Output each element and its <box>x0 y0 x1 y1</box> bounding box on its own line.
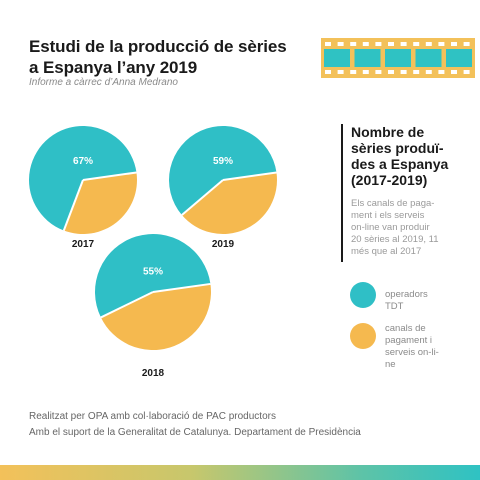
pie-separator <box>100 291 154 319</box>
pie-value-label: 67% <box>73 156 93 167</box>
pie-2019: 59% 2019 <box>169 125 277 250</box>
pie-separator <box>181 179 224 216</box>
film-frame <box>385 49 411 67</box>
film-hole <box>375 42 382 46</box>
pie-separator <box>62 179 84 231</box>
film-hole <box>362 42 369 46</box>
pie-slice-tdt <box>169 125 277 215</box>
film-hole <box>350 42 357 46</box>
film-hole <box>350 70 357 74</box>
film-hole <box>451 70 457 74</box>
side-accent-bar <box>341 124 343 262</box>
legend-swatch-tdt <box>350 282 376 308</box>
film-hole <box>388 70 394 74</box>
film-hole <box>438 70 445 74</box>
film-hole <box>463 42 470 46</box>
film-hole <box>400 70 407 74</box>
legend-swatch-pay <box>350 323 376 349</box>
pie-slice-tdt <box>95 234 211 318</box>
film-hole <box>362 70 369 74</box>
film-hole <box>451 42 457 46</box>
film-hole <box>375 70 382 74</box>
pie-slice-tdt <box>29 125 137 231</box>
pie-separator <box>152 282 211 293</box>
gradient-bar <box>0 465 480 480</box>
film-hole <box>463 70 470 74</box>
pie-slice-pay <box>100 283 212 350</box>
film-hole <box>388 42 394 46</box>
pie-slice-pay <box>63 172 138 234</box>
film-frame <box>415 49 442 67</box>
pie-year-label: 2017 <box>72 239 95 250</box>
film-hole <box>413 70 420 74</box>
film-frame <box>324 49 350 67</box>
pie-2018: 55% 2018 <box>95 234 212 379</box>
film-hole <box>337 70 344 74</box>
film-hole <box>425 70 432 74</box>
film-hole <box>337 42 344 46</box>
film-strip-icon <box>321 38 475 78</box>
pie-slice-pay <box>181 172 277 234</box>
page-title: Estudi de la producció de sèries a Espan… <box>29 37 287 77</box>
footer-line-2: Amb el suport de la Generalitat de Catal… <box>29 427 361 438</box>
pie-year-label: 2018 <box>142 368 165 379</box>
pie-separator <box>222 171 277 181</box>
side-description: Els canals de paga- ment i els serveis o… <box>351 198 439 257</box>
film-hole <box>400 42 407 46</box>
footer-line-1: Realitzat per OPA amb col·laboració de P… <box>29 411 276 422</box>
pie-value-label: 55% <box>143 267 163 278</box>
side-title: Nombre de sèries produï- des a Espanya (… <box>351 124 449 188</box>
film-hole <box>325 70 331 74</box>
film-hole <box>438 42 445 46</box>
pie-2017: 67% 2017 <box>29 125 138 250</box>
film-hole <box>413 42 420 46</box>
film-frame <box>446 49 472 67</box>
legend-label-pay: canals de pagament i serveis on-li- ne <box>385 323 439 370</box>
pie-separator <box>82 171 137 181</box>
pie-value-label: 59% <box>213 156 233 167</box>
film-hole <box>325 42 331 46</box>
page-subtitle: Informe a càrrec d’Anna Medrano <box>29 77 178 88</box>
footer: Realitzat per OPA amb col·laboració de P… <box>29 409 361 441</box>
film-frame <box>354 49 381 67</box>
film-hole <box>425 42 432 46</box>
pie-year-label: 2019 <box>212 239 235 250</box>
legend-label-tdt: operadors TDT <box>385 289 428 312</box>
